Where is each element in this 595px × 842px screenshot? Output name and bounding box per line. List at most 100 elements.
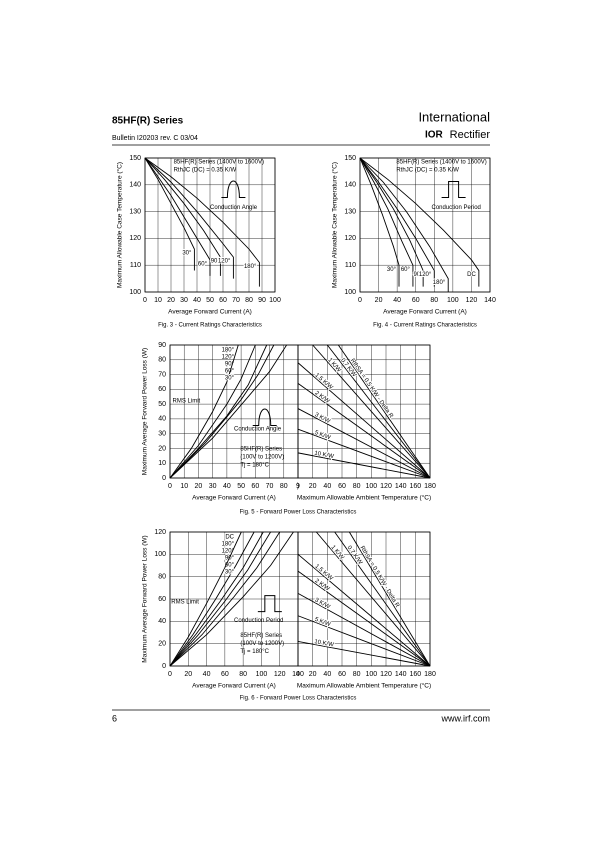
x-tick-label: 40 bbox=[193, 297, 201, 304]
curve bbox=[144, 157, 234, 279]
curve bbox=[337, 344, 431, 479]
plot-frame bbox=[144, 157, 276, 293]
y-tick-label: 80 bbox=[158, 574, 166, 581]
logo-bottom: Rectifier bbox=[450, 129, 491, 141]
x-tick-label: 40 bbox=[323, 483, 331, 490]
x-tick-label: 20 bbox=[309, 483, 317, 490]
curve bbox=[169, 344, 288, 479]
curve bbox=[297, 570, 431, 667]
x-tick-label: 140 bbox=[484, 297, 496, 304]
x-tick-label: 100 bbox=[365, 671, 377, 678]
curve-label: 30° bbox=[225, 570, 235, 576]
y-tick-label: 100 bbox=[154, 551, 166, 558]
curve bbox=[359, 157, 414, 287]
x-tick-label: 60 bbox=[219, 297, 227, 304]
x-tick-label: 0 bbox=[168, 483, 172, 490]
annotation: Conduction Angle bbox=[210, 205, 258, 211]
x-axis-label: Average Forward Current (A) bbox=[192, 683, 276, 690]
annotation: Conduction Angle bbox=[234, 426, 282, 432]
x-tick-label: 20 bbox=[195, 483, 203, 490]
waveform-icon bbox=[221, 180, 246, 198]
x-tick-label: 100 bbox=[447, 297, 459, 304]
curve-label: 10 K/W bbox=[314, 451, 335, 461]
waveform-icon bbox=[441, 180, 466, 198]
x-tick-label: 20 bbox=[309, 671, 317, 678]
y-tick-label: 50 bbox=[158, 401, 166, 408]
curve bbox=[297, 593, 431, 667]
caption: Fig. 6 - Forward Power Loss Characterist… bbox=[240, 696, 357, 702]
annotation: (100V to 1200V) bbox=[240, 454, 284, 460]
x-tick-label: 140 bbox=[395, 483, 407, 490]
x-tick-label: 50 bbox=[237, 483, 245, 490]
x-tick-label: 120 bbox=[380, 483, 392, 490]
y-tick-label: 110 bbox=[130, 262, 141, 269]
y-tick-label: 30 bbox=[158, 431, 166, 438]
curve bbox=[169, 344, 275, 479]
caption: Fig. 5 - Forward Power Loss Characterist… bbox=[240, 510, 357, 516]
curve-label: DC bbox=[225, 535, 234, 541]
annotation: RMS Limit bbox=[171, 599, 199, 605]
curve bbox=[326, 344, 431, 479]
x-tick-label: 60 bbox=[221, 671, 229, 678]
x-tick-label: 80 bbox=[353, 483, 361, 490]
y-tick-label: 60 bbox=[158, 596, 166, 603]
x-tick-label: 80 bbox=[239, 671, 247, 678]
annotation: Tj = 180°C bbox=[240, 462, 269, 468]
x-tick-label: 9 bbox=[296, 483, 300, 490]
page-number: 6 bbox=[112, 713, 117, 723]
curve bbox=[297, 452, 431, 479]
series-title: 85HF(R) Series bbox=[112, 116, 184, 127]
curve-label: 180° bbox=[244, 264, 257, 270]
curve bbox=[297, 408, 431, 479]
y-tick-label: 130 bbox=[129, 208, 141, 215]
x-tick-label: 100 bbox=[256, 671, 268, 678]
plot-frame bbox=[359, 157, 491, 293]
x-axis-label: Maximum Allowable Ambient Temperature (°… bbox=[297, 682, 431, 690]
x-tick-label: 30 bbox=[209, 483, 217, 490]
curve bbox=[297, 553, 431, 667]
x-tick-label: 70 bbox=[266, 483, 274, 490]
curve-label: 120° bbox=[222, 549, 235, 555]
annotation: 85HF(R) Series bbox=[240, 633, 282, 639]
x-tick-label: 80 bbox=[353, 671, 361, 678]
annotation: RthJC (DC) = 0.35 K/W bbox=[396, 168, 459, 174]
y-axis-label: Maximum Allowable Case Temperature (°C) bbox=[331, 162, 339, 288]
annotation: (100V to 1200V) bbox=[240, 641, 284, 647]
curve bbox=[359, 157, 400, 287]
x-axis-label: Average Forward Current (A) bbox=[168, 309, 252, 316]
logo-top: International bbox=[418, 109, 490, 124]
y-axis-label: Maximum Allowable Case Temperature (°C) bbox=[116, 162, 124, 288]
x-tick-label: 140 bbox=[395, 671, 407, 678]
y-tick-label: 40 bbox=[158, 416, 166, 423]
curve-label: DC bbox=[467, 272, 476, 278]
y-tick-label: 70 bbox=[158, 371, 166, 378]
x-tick-label: 0 bbox=[296, 671, 300, 678]
x-tick-label: 60 bbox=[338, 671, 346, 678]
curve-label: 30° bbox=[182, 251, 192, 257]
x-tick-label: 100 bbox=[269, 297, 281, 304]
y-axis-label: Maximum Average Forward Power Loss (W) bbox=[142, 348, 149, 475]
y-tick-label: 20 bbox=[158, 445, 166, 452]
curve bbox=[297, 383, 431, 479]
x-tick-label: 0 bbox=[143, 297, 147, 304]
curve bbox=[297, 428, 431, 479]
x-tick-label: 30 bbox=[180, 297, 188, 304]
x-tick-label: 40 bbox=[223, 483, 231, 490]
x-tick-label: 160 bbox=[409, 671, 421, 678]
curve-label: 120° bbox=[222, 355, 235, 361]
curve bbox=[359, 157, 480, 287]
y-axis-label: Maximum Average Forward Power Loss (W) bbox=[142, 535, 149, 662]
curve-label: 120° bbox=[419, 272, 432, 278]
x-tick-label: ) bbox=[297, 483, 299, 490]
y-tick-label: 100 bbox=[129, 289, 141, 296]
annotation: RthJC (DC) = 0.35 K/W bbox=[174, 168, 237, 174]
x-tick-label: 80 bbox=[280, 483, 288, 490]
x-tick-label: 50 bbox=[206, 297, 214, 304]
curve bbox=[169, 531, 281, 667]
annotation: Conduction Period bbox=[234, 618, 283, 624]
curve bbox=[169, 344, 239, 479]
x-tick-label: 10 bbox=[180, 483, 188, 490]
curve-label: 90 bbox=[211, 259, 218, 265]
curve-label: 30° bbox=[225, 376, 235, 382]
